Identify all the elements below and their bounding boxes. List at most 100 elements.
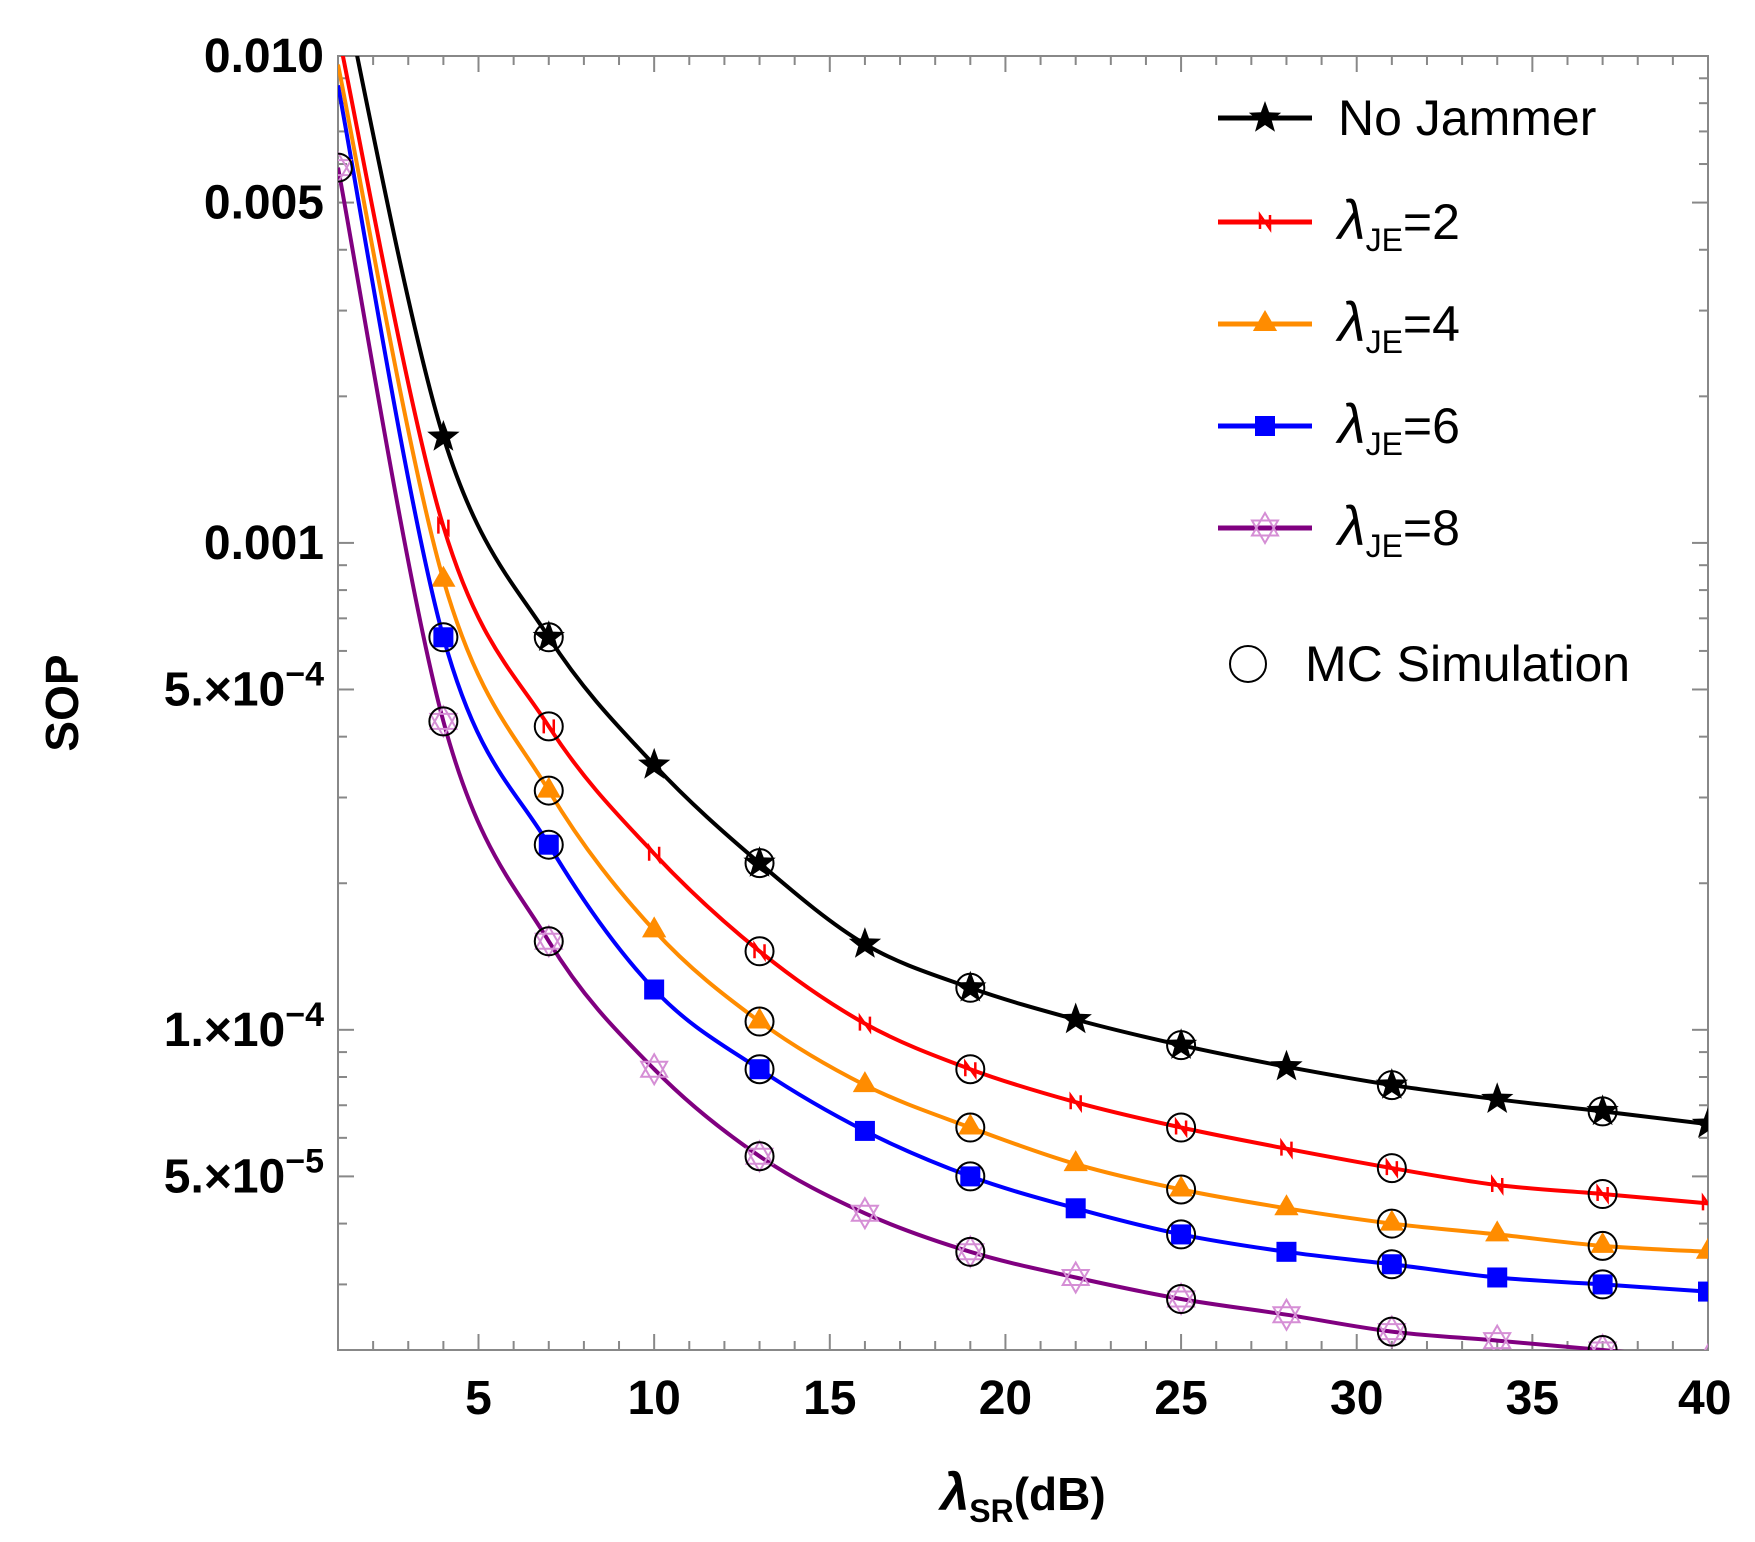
legend-item-4: λJE=8 (1218, 494, 1460, 564)
series-marker-up (639, 1052, 669, 1078)
series-marker (1587, 1333, 1618, 1350)
series-marker (1166, 1282, 1196, 1316)
series-marker-down (1166, 1290, 1196, 1316)
series-marker (1485, 1220, 1510, 1242)
series-marker (1691, 1107, 1708, 1138)
series-marker (1377, 1314, 1407, 1349)
series-line (355, 56, 1708, 1127)
series-marker (1276, 1241, 1297, 1262)
mc-circle (744, 1141, 775, 1172)
series-marker-up (850, 1196, 880, 1222)
series-marker (639, 1052, 669, 1087)
x-axis-title-unit: (dB) (1014, 1468, 1106, 1520)
mc-circle (1166, 1219, 1197, 1250)
series-line (338, 167, 1625, 1350)
y-tick-mantissa: 0.010 (204, 30, 324, 83)
x-tick-label: 35 (1506, 1372, 1559, 1425)
mc-circle (744, 1054, 775, 1085)
mc-circle (1587, 1096, 1618, 1127)
series-marker (644, 979, 665, 1000)
legend-label: λJE=2 (1335, 188, 1460, 258)
legend-symbol: λ (1335, 188, 1366, 251)
x-axis: 5 10 15 20 25 30 35 40 (337, 56, 1731, 1425)
series-marker-up (1592, 1333, 1613, 1350)
series-marker (1063, 1150, 1088, 1172)
series-marker (749, 1059, 770, 1080)
series-marker (1592, 1274, 1613, 1295)
series-marker (1381, 1254, 1402, 1275)
legend-label: λJE=6 (1335, 392, 1460, 462)
mc-circle (1166, 1112, 1197, 1143)
series-marker (1375, 1068, 1408, 1099)
legend-marker-down (1250, 519, 1280, 545)
mc-circle (533, 926, 564, 957)
legend-marker (1255, 416, 1275, 436)
series-3 (338, 85, 1708, 1302)
mc-circle (744, 936, 775, 967)
series-marker-down (955, 1243, 986, 1269)
x-tick-label: 5 (465, 1372, 492, 1425)
series-marker-down (1377, 1323, 1407, 1349)
series-marker-up (1166, 1282, 1196, 1308)
series-marker-down (1060, 1269, 1091, 1295)
mc-circle (338, 152, 353, 183)
series-line (338, 85, 1708, 1294)
x-axis-title: λSR(dB) (937, 1464, 1105, 1529)
series-1 (340, 56, 1708, 1211)
series-marker (858, 1012, 872, 1035)
y-tick-mantissa: 1.×10 (164, 1004, 285, 1057)
series-marker (850, 1196, 880, 1231)
legend-suffix: =8 (1403, 500, 1460, 556)
series-marker (1487, 1267, 1508, 1288)
series-marker (1069, 1091, 1082, 1114)
series-marker (427, 420, 460, 451)
series-marker-up (534, 924, 564, 950)
series-marker-down (850, 1204, 880, 1231)
mc-circle (955, 1054, 986, 1085)
series-marker (1274, 1194, 1299, 1216)
series-marker-up (338, 150, 353, 177)
legend-item-1: λJE=2 (1218, 188, 1460, 258)
mc-circle (1166, 1284, 1197, 1315)
series-marker (338, 150, 353, 185)
series-marker-down (1271, 1306, 1302, 1332)
mc-circle (1166, 1030, 1197, 1061)
series-marker-up (428, 704, 459, 730)
legend-subscript: JE (1366, 222, 1403, 258)
series-marker (431, 565, 456, 587)
mc-circle (1376, 1070, 1407, 1101)
series-line (340, 56, 1708, 1206)
series-marker-down (744, 1147, 775, 1174)
series-marker (1171, 1224, 1192, 1245)
mc-circle (1587, 1269, 1618, 1300)
series-marker (1169, 1175, 1194, 1197)
series-marker (960, 1166, 981, 1187)
series-marker (1271, 1297, 1302, 1332)
series-marker-up (1482, 1323, 1512, 1350)
series-marker (536, 776, 561, 798)
mc-circle (1587, 1335, 1618, 1350)
mc-circle (744, 848, 775, 879)
series-line (338, 64, 1708, 1254)
x-tick-label: 20 (979, 1372, 1032, 1425)
mc-circle (1376, 1153, 1407, 1184)
series-marker-down (428, 712, 459, 739)
series-marker (1596, 1183, 1609, 1205)
series-marker (542, 715, 556, 738)
legend-symbol: λ (1335, 494, 1366, 557)
y-tick-exponent: −4 (285, 996, 324, 1034)
legend-subscript: JE (1366, 528, 1403, 564)
legend-item-2: λJE=4 (1218, 290, 1460, 360)
legend-suffix: =6 (1403, 398, 1460, 454)
series-marker (437, 515, 450, 538)
legend-marker (1250, 511, 1280, 545)
x-tick-label: 15 (803, 1372, 856, 1425)
mc-circle (533, 775, 564, 806)
series-marker (1698, 1281, 1708, 1302)
series-marker-up (1271, 1297, 1302, 1324)
y-tick-exponent: −5 (285, 1142, 324, 1180)
legend-label: λJE=8 (1335, 494, 1460, 564)
